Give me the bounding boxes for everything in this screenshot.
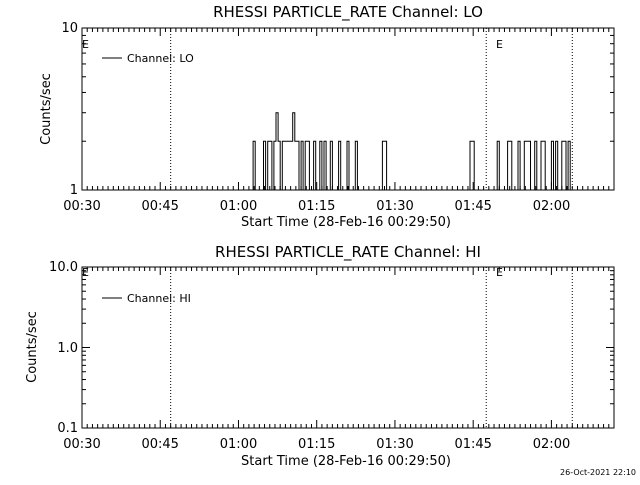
y-tick-label: 1.0 [57, 341, 78, 356]
x-tick-label: 01:45 [454, 437, 491, 452]
series-line [82, 113, 572, 190]
y-tick-label: 1 [70, 183, 78, 198]
x-tick-label: 01:00 [220, 199, 257, 214]
legend-label-lo: Channel: LO [127, 52, 194, 65]
y-axis-label-hi: Counts/sec [25, 311, 40, 383]
x-axis-label-lo: Start Time (28-Feb-16 00:29:50) [241, 215, 451, 230]
x-tick-label: 01:30 [376, 437, 413, 452]
y-tick-label: 10 [61, 21, 78, 36]
y-tick-label: 0.1 [57, 421, 78, 436]
x-tick-label: 01:45 [454, 199, 491, 214]
x-tick-label: 00:45 [141, 437, 178, 452]
x-tick-label: 00:45 [141, 199, 178, 214]
x-tick-label: 01:00 [220, 437, 257, 452]
x-tick-label: 00:30 [63, 437, 100, 452]
x-axis-label-hi: Start Time (28-Feb-16 00:29:50) [241, 454, 451, 469]
panel-lo: RHESSI PARTICLE_RATE Channel: LO Counts/… [39, 3, 614, 230]
chart-title-hi: RHESSI PARTICLE_RATE Channel: HI [215, 243, 481, 262]
panel-hi: RHESSI PARTICLE_RATE Channel: HI Counts/… [25, 243, 614, 469]
x-tick-label: 01:15 [298, 437, 335, 452]
timestamp: 26-Oct-2021 22:10 [560, 468, 636, 477]
x-tick-label: 00:30 [63, 199, 100, 214]
x-tick-label: 01:15 [298, 199, 335, 214]
flag-marker-e: E [82, 38, 89, 51]
x-tick-label: 01:30 [376, 199, 413, 214]
flag-marker-e: E [82, 266, 89, 279]
y-tick-label: 10.0 [49, 260, 78, 275]
chart-title-lo: RHESSI PARTICLE_RATE Channel: LO [213, 3, 483, 22]
flag-marker-e: E [496, 38, 503, 51]
x-tick-label: 02:00 [533, 199, 570, 214]
x-tick-label: 02:00 [533, 437, 570, 452]
y-axis-label-lo: Counts/sec [39, 73, 54, 145]
legend-label-hi: Channel: HI [127, 292, 191, 305]
